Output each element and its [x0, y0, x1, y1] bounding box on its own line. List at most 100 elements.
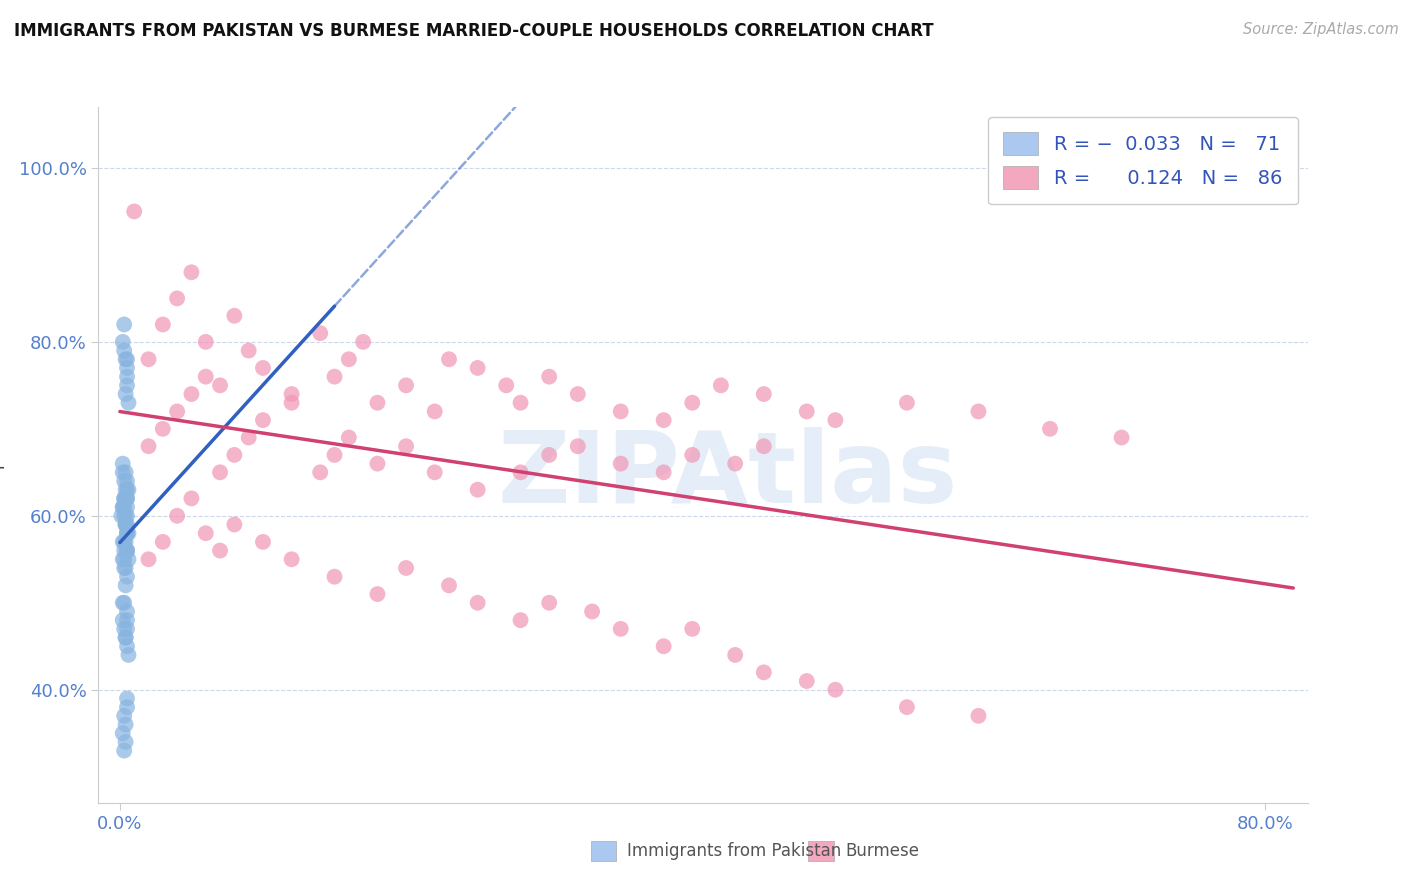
Point	[110, 508, 132, 523]
Legend: R = − 0.033   N =  71, R =   0.124   N =  86: R = − 0.033 N = 71, R = 0.124 N = 86	[988, 117, 1298, 204]
Point	[681, 396, 703, 410]
Point	[796, 674, 818, 689]
Point	[423, 465, 446, 479]
Point	[114, 387, 136, 401]
Point	[112, 474, 135, 488]
Point	[115, 491, 138, 506]
Point	[114, 578, 136, 592]
Point	[280, 396, 302, 410]
Point	[280, 387, 302, 401]
Point	[896, 700, 918, 714]
Text: ZIPAtlas: ZIPAtlas	[498, 427, 957, 524]
Point	[224, 448, 246, 462]
Point	[467, 361, 489, 376]
Point	[111, 500, 134, 514]
Point	[117, 552, 139, 566]
Point	[252, 535, 274, 549]
Point	[112, 708, 135, 723]
Point	[652, 413, 675, 427]
Point	[309, 465, 332, 479]
Point	[111, 613, 134, 627]
Point	[115, 474, 138, 488]
Point	[337, 352, 360, 367]
Point	[115, 570, 138, 584]
Point	[115, 517, 138, 532]
Point	[111, 726, 134, 740]
Point	[114, 517, 136, 532]
Point	[114, 631, 136, 645]
Point	[609, 622, 631, 636]
Point	[115, 526, 138, 541]
Point	[115, 543, 138, 558]
Point	[166, 508, 188, 523]
Point	[538, 596, 561, 610]
Point	[115, 605, 138, 619]
Point	[112, 622, 135, 636]
Point	[824, 682, 846, 697]
Point	[112, 744, 135, 758]
Point	[138, 352, 160, 367]
Point	[115, 483, 138, 497]
Point	[752, 665, 775, 680]
Point	[117, 526, 139, 541]
Point	[437, 578, 460, 592]
Point	[652, 465, 675, 479]
Point	[366, 457, 388, 471]
Point	[112, 491, 135, 506]
Point	[114, 491, 136, 506]
Point	[323, 369, 346, 384]
Point	[122, 204, 145, 219]
Point	[509, 613, 531, 627]
Text: Source: ZipAtlas.com: Source: ZipAtlas.com	[1243, 22, 1399, 37]
Point	[114, 508, 136, 523]
Point	[238, 343, 260, 358]
Point	[681, 448, 703, 462]
Point	[114, 465, 136, 479]
Point	[194, 526, 217, 541]
Point	[395, 439, 418, 453]
Point	[252, 361, 274, 376]
Point	[180, 387, 202, 401]
Point	[112, 318, 135, 332]
Point	[724, 648, 747, 662]
Point	[467, 596, 489, 610]
Point	[509, 465, 531, 479]
Point	[152, 422, 174, 436]
Point	[323, 570, 346, 584]
Point	[112, 543, 135, 558]
Point	[138, 552, 160, 566]
Point	[224, 309, 246, 323]
Point	[238, 431, 260, 445]
Text: Burmese: Burmese	[845, 842, 920, 860]
Point	[609, 457, 631, 471]
Point	[112, 561, 135, 575]
Point	[115, 378, 138, 392]
Point	[115, 543, 138, 558]
Point	[112, 500, 135, 514]
Point	[352, 334, 374, 349]
Point	[280, 552, 302, 566]
Point	[194, 369, 217, 384]
Point	[114, 517, 136, 532]
Text: IMMIGRANTS FROM PAKISTAN VS BURMESE MARRIED-COUPLE HOUSEHOLDS CORRELATION CHART: IMMIGRANTS FROM PAKISTAN VS BURMESE MARR…	[14, 22, 934, 40]
Point	[115, 500, 138, 514]
Point	[224, 517, 246, 532]
Point	[967, 404, 990, 418]
Point	[115, 352, 138, 367]
Point	[115, 639, 138, 653]
Point	[117, 396, 139, 410]
Point	[796, 404, 818, 418]
Point	[117, 648, 139, 662]
Point	[395, 561, 418, 575]
Point	[111, 552, 134, 566]
Point	[111, 334, 134, 349]
Point	[567, 439, 589, 453]
Point	[166, 404, 188, 418]
Point	[567, 387, 589, 401]
Point	[581, 605, 603, 619]
Point	[115, 622, 138, 636]
Point	[111, 465, 134, 479]
Point	[112, 343, 135, 358]
Point	[111, 596, 134, 610]
Point	[115, 691, 138, 706]
